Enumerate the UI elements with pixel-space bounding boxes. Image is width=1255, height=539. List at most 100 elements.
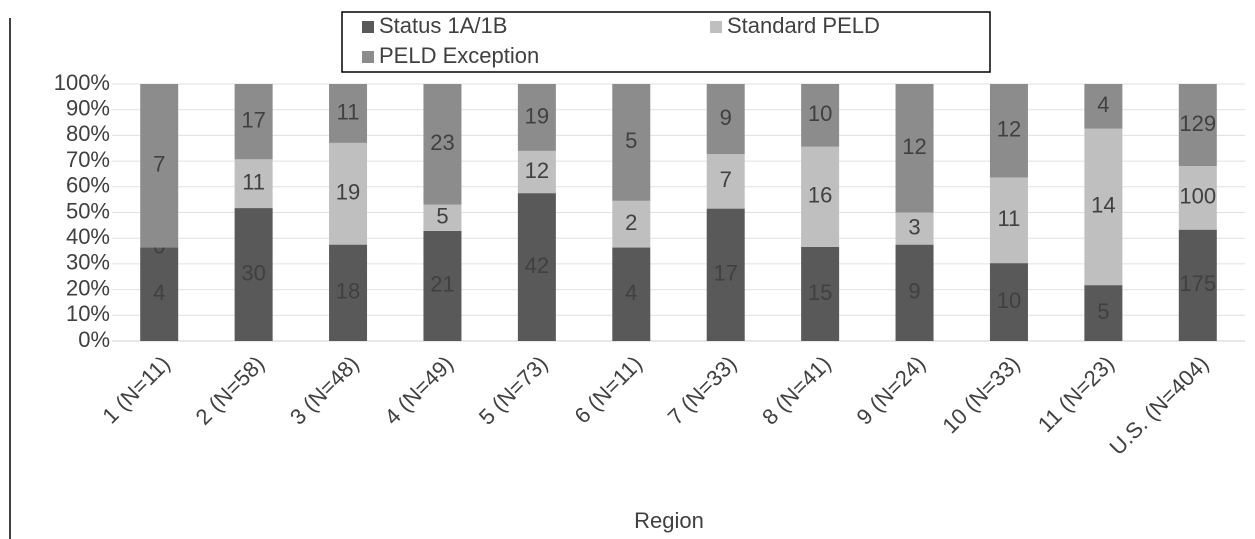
bar-segment [423, 230, 462, 341]
bar-segment [1084, 128, 1123, 286]
data-label: 175 [1179, 271, 1216, 296]
data-label: 17 [713, 261, 737, 286]
y-tick-label: 20% [66, 275, 110, 300]
legend-swatch [362, 21, 374, 33]
bar-segment [329, 244, 368, 341]
data-label: 100 [1179, 184, 1216, 209]
bar-segment [517, 150, 556, 194]
bar-segment [895, 244, 934, 341]
data-label: 9 [720, 105, 732, 130]
legend-label: Standard PELD [727, 13, 880, 38]
bar-segment [989, 263, 1028, 341]
bar-segment [989, 177, 1028, 264]
y-tick-label: 10% [66, 301, 110, 326]
y-tick-label: 100% [54, 70, 110, 95]
data-label: 10 [808, 101, 832, 126]
x-tick-label: 3 (N=48) [285, 351, 364, 430]
data-label: 17 [241, 107, 265, 132]
data-label: 4 [625, 280, 637, 305]
y-tick-label: 60% [66, 173, 110, 198]
y-tick-label: 70% [66, 147, 110, 172]
x-tick-label: 9 (N=24) [852, 351, 931, 430]
bar-segment [517, 84, 556, 151]
data-label: 16 [808, 183, 832, 208]
x-tick-label: 4 (N=49) [379, 351, 458, 430]
x-tick-label: 10 (N=33) [937, 351, 1024, 438]
bar-segment [989, 84, 1028, 178]
legend-swatch [362, 51, 374, 63]
data-label: 19 [525, 103, 549, 128]
data-label: 12 [997, 117, 1021, 142]
bar-segment [612, 84, 651, 201]
bar-segment [423, 204, 462, 231]
bar-segment [140, 84, 179, 248]
bar-segment [801, 246, 840, 341]
bar-segment [234, 159, 273, 209]
bar-segment [517, 193, 556, 341]
data-label: 30 [241, 260, 265, 285]
data-label: 11 [998, 206, 1021, 231]
data-label: 5 [1097, 299, 1109, 324]
bar-segment [801, 146, 840, 247]
data-label: 5 [625, 128, 637, 153]
data-label: 4 [1097, 92, 1109, 117]
y-tick-label: 50% [66, 198, 110, 223]
bar-segment [329, 84, 368, 143]
data-label: 42 [525, 253, 549, 278]
bar-segment [140, 247, 179, 341]
x-tick-label: 6 (N=11) [569, 351, 646, 428]
bar-segment [329, 142, 368, 245]
x-tick-label: 11 (N=23) [1033, 351, 1119, 437]
x-tick-label: 8 (N=41) [757, 351, 836, 430]
data-label: 4 [153, 280, 165, 305]
bar-segment [423, 84, 462, 205]
data-label: 7 [153, 152, 165, 177]
x-tick-label: 7 (N=33) [663, 351, 742, 430]
y-tick-label: 90% [66, 96, 110, 121]
legend-box [341, 11, 991, 73]
bar-segment [895, 84, 934, 213]
x-tick-label: 5 (N=73) [474, 351, 553, 430]
data-label: 129 [1179, 111, 1216, 136]
y-tick-label: 40% [66, 224, 110, 249]
bar-segment [706, 208, 745, 341]
y-tick-label: 30% [66, 250, 110, 275]
bar-segment [895, 212, 934, 245]
data-label: 21 [430, 272, 454, 297]
y-tick-label: 80% [66, 121, 110, 146]
bar-segment [706, 84, 745, 155]
data-label: 19 [336, 180, 360, 205]
bar-segment [801, 84, 840, 147]
bar-segment [1084, 84, 1123, 129]
legend-swatch [710, 21, 722, 33]
data-label: 18 [336, 279, 360, 304]
bar-segment [234, 208, 273, 341]
data-label: 7 [720, 167, 732, 192]
bar-segment [1178, 166, 1217, 230]
data-label: 5 [436, 204, 448, 229]
bar-segment [1084, 285, 1123, 341]
data-label: 9 [908, 279, 920, 304]
bar-segment [706, 154, 745, 209]
data-label: 15 [808, 280, 832, 305]
x-axis-title: Region [634, 508, 704, 533]
data-label: 11 [242, 170, 265, 195]
x-tick-label: 1 (N=11) [97, 351, 174, 428]
bar-segment [234, 84, 273, 160]
data-label: 12 [525, 158, 549, 183]
data-label: 2 [625, 210, 637, 235]
bar-segment [612, 200, 651, 248]
data-label: 11 [337, 99, 360, 124]
data-label: 12 [902, 134, 926, 159]
bar-segment [1178, 84, 1217, 167]
bar-segment [1178, 229, 1217, 341]
legend-label: PELD Exception [379, 43, 539, 68]
data-label: 23 [430, 130, 454, 155]
y-tick-label: 0% [78, 327, 110, 352]
data-label: 10 [997, 288, 1021, 313]
data-label: 14 [1091, 193, 1115, 218]
data-label: 3 [908, 214, 920, 239]
legend-label: Status 1A/1B [379, 13, 507, 38]
bar-segment [612, 247, 651, 341]
